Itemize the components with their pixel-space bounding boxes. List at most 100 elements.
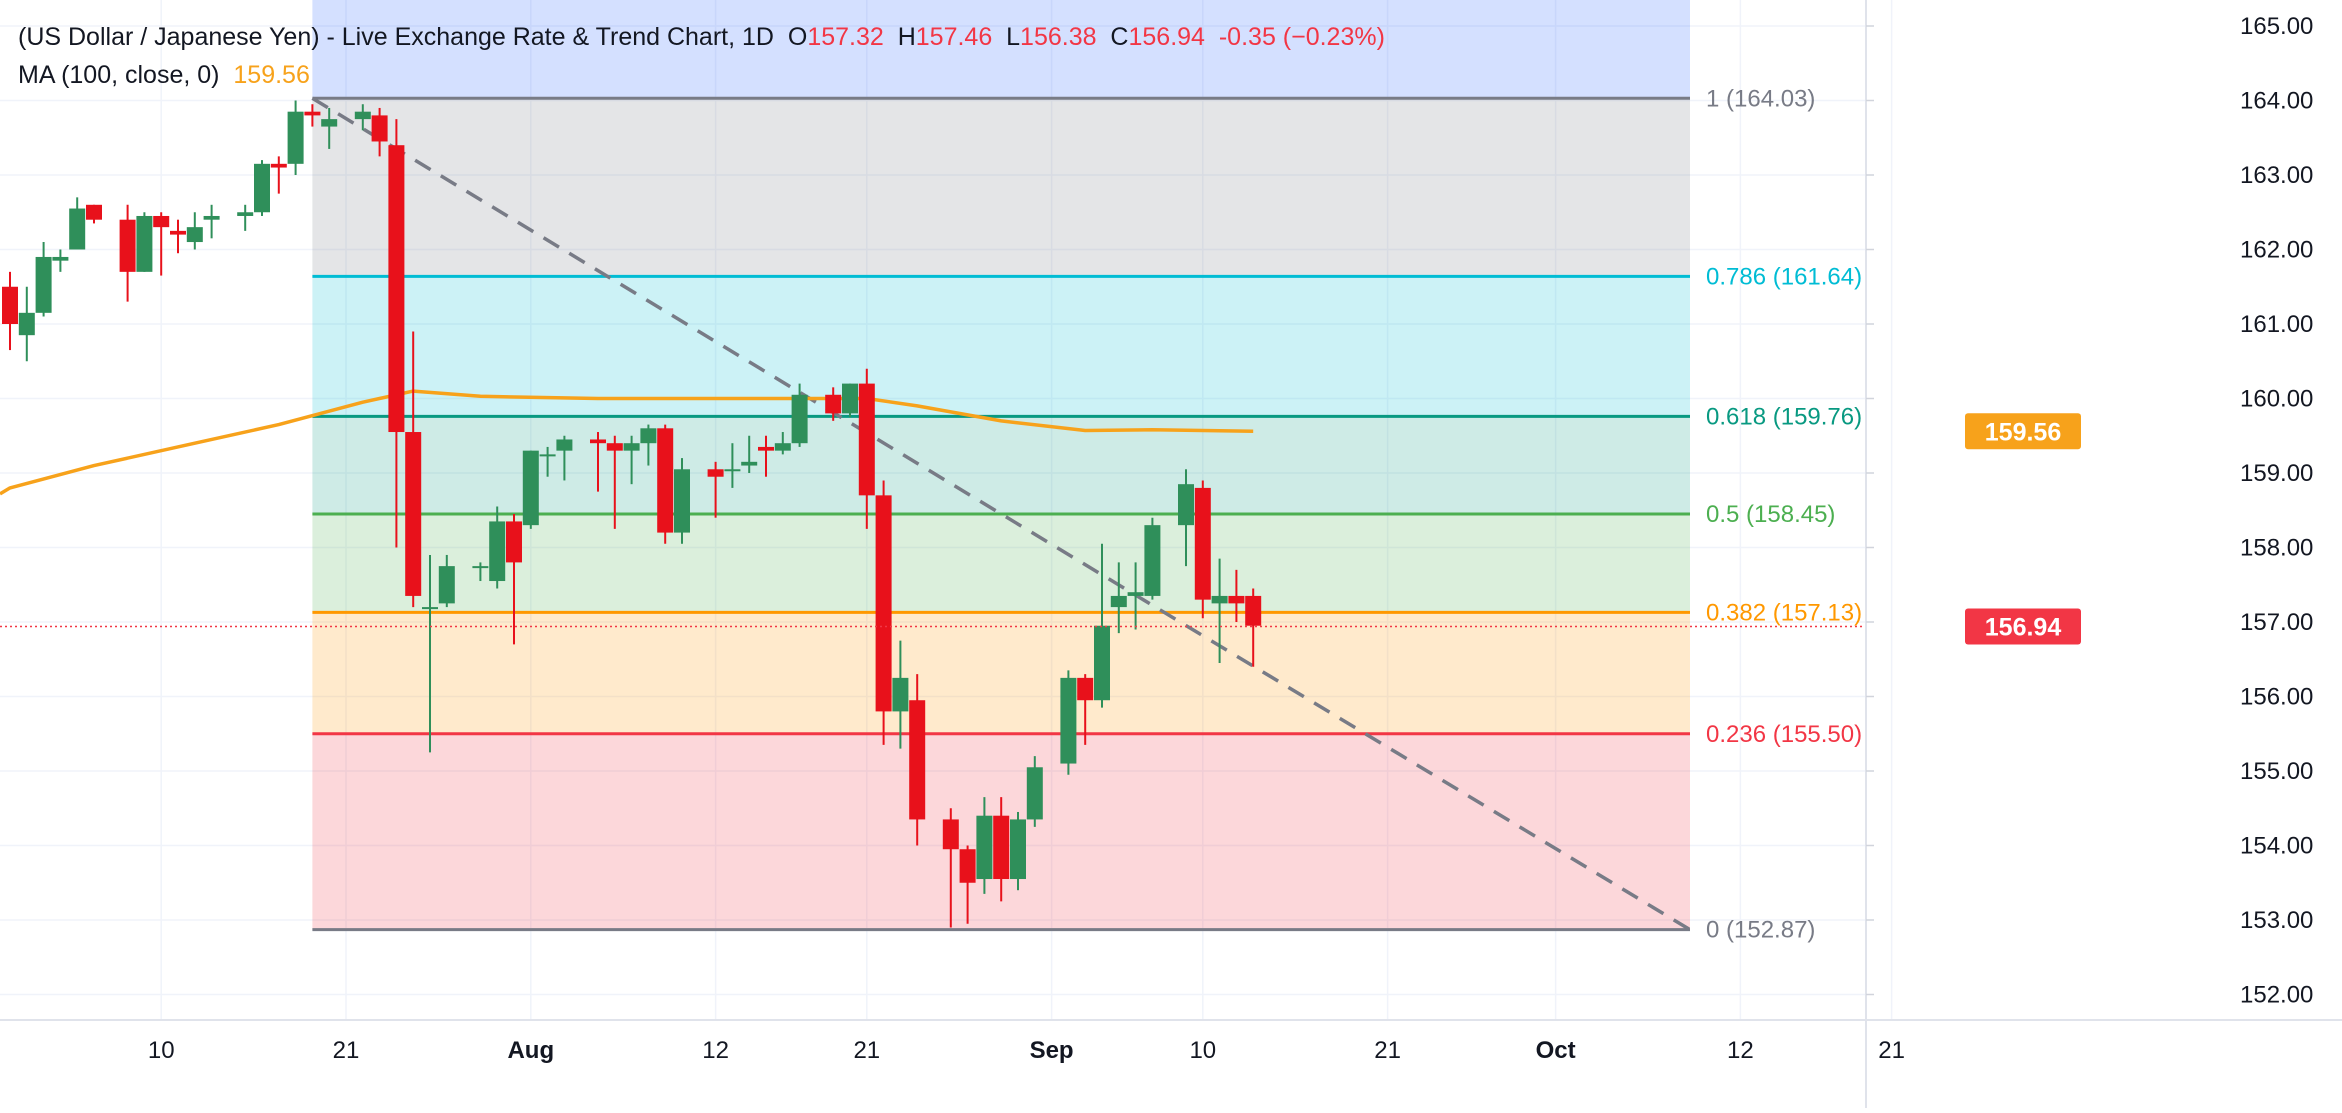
legend-low-value: 156.38 — [1020, 23, 1097, 51]
candle-bullish — [136, 212, 153, 272]
candle-bullish — [438, 554, 455, 608]
candles-group — [2, 100, 1262, 928]
candle-bullish — [489, 506, 506, 589]
candle-bullish — [623, 435, 640, 485]
candle-body — [119, 219, 136, 272]
candle-body — [153, 215, 170, 228]
moving-average-group — [0, 389, 1254, 496]
candle-bullish — [472, 562, 489, 582]
candle-bearish — [959, 845, 976, 924]
candle-body — [606, 443, 623, 451]
candle-body — [892, 677, 909, 712]
price-axis-label: 165.00 — [2240, 13, 2313, 40]
candle-bullish — [186, 212, 203, 250]
candle-body — [1144, 525, 1161, 596]
candle-body — [993, 815, 1010, 880]
candle-bearish — [606, 435, 623, 529]
price-axis-label: 158.00 — [2240, 535, 2313, 562]
candle-body — [2, 286, 18, 324]
candle-bullish — [976, 797, 993, 894]
fib-level-label: 0.618 (159.76) — [1706, 403, 1862, 430]
candle-bearish — [1245, 588, 1262, 667]
candle-body — [909, 700, 926, 820]
candle-body — [556, 439, 573, 451]
candle-body — [321, 119, 338, 127]
candle-bullish — [354, 104, 371, 131]
current-price-tag-text: 156.94 — [1985, 613, 2062, 641]
fibonacci-zones — [312, 0, 1690, 930]
fib-zone — [312, 416, 1690, 514]
legend-ma-value: 159.56 — [233, 61, 310, 89]
candle-body — [1094, 625, 1110, 701]
legend-title: (US Dollar / Japanese Yen) - Live Exchan… — [18, 23, 774, 51]
candle-bearish — [405, 331, 422, 608]
candle-body — [640, 428, 657, 444]
price-tags-group: 159.56 156.94 — [1965, 413, 2081, 645]
candle-body — [52, 256, 69, 261]
candle-body — [1228, 595, 1245, 604]
candle-bearish — [909, 674, 926, 846]
candle-bearish — [590, 432, 606, 492]
legend-ma-row[interactable]: MA (100, close, 0) 159.56 — [18, 56, 1385, 94]
legend-high-label: H — [897, 23, 916, 51]
fib-zone — [312, 98, 1690, 277]
fib-level-label: 0.786 (161.64) — [1706, 263, 1862, 290]
candle-body — [489, 521, 506, 582]
candle-body — [203, 215, 220, 220]
legend-close-value: 156.94 — [1128, 23, 1205, 51]
legend-ma-label: MA (100, close, 0) — [18, 61, 220, 89]
price-axis-label: 163.00 — [2240, 162, 2313, 189]
candle-body — [674, 469, 690, 533]
candle-body — [1245, 595, 1262, 626]
candle-bearish — [858, 368, 875, 529]
candle-bearish — [942, 808, 959, 928]
candle-body — [741, 461, 758, 466]
candle-body — [287, 111, 304, 164]
candle-bullish — [640, 424, 657, 466]
candle-bullish — [1127, 562, 1144, 630]
candle-bullish — [422, 554, 438, 753]
candle-body — [186, 227, 203, 243]
price-axis-label: 161.00 — [2240, 311, 2313, 338]
candle-body — [1010, 819, 1026, 880]
fib-zone — [312, 276, 1690, 417]
current-price-tag-bg — [1965, 608, 2081, 645]
candle-body — [438, 566, 455, 604]
candle-body — [472, 566, 489, 569]
candle-bearish — [371, 107, 388, 157]
time-axis-label: 21 — [853, 1037, 880, 1064]
fib-level-label: 0.382 (157.13) — [1706, 599, 1862, 626]
fib-zone — [312, 513, 1690, 613]
time-axis-label: 10 — [1189, 1037, 1216, 1064]
candle-bearish — [2, 271, 18, 351]
time-axis-label: 21 — [1878, 1037, 1905, 1064]
candle-bullish — [774, 432, 791, 455]
moving-average-line — [0, 389, 1254, 496]
candle-body — [254, 163, 270, 213]
time-axis-label: 21 — [1374, 1037, 1401, 1064]
candle-bullish — [52, 249, 69, 272]
candle-body — [858, 383, 875, 496]
candle-body — [707, 469, 724, 477]
candle-body — [86, 204, 102, 220]
candle-bearish — [270, 156, 287, 194]
candle-bullish — [556, 435, 573, 481]
candle-body — [371, 115, 388, 142]
ma-price-tag-bg — [1965, 413, 2081, 450]
candle-bullish — [35, 242, 52, 317]
current-price-tag: 156.94 — [1965, 608, 2081, 645]
candle-bullish — [1211, 558, 1228, 663]
candle-bearish — [657, 424, 674, 544]
candle-body — [774, 443, 791, 451]
candle-bearish — [153, 212, 170, 276]
time-axis-label: 12 — [702, 1037, 729, 1064]
candle-body — [842, 383, 858, 414]
price-axis-label: 156.00 — [2240, 684, 2313, 711]
candle-body — [791, 394, 808, 444]
candle-bullish — [1094, 543, 1110, 708]
candle-body — [976, 815, 993, 880]
candle-bearish — [825, 387, 842, 421]
